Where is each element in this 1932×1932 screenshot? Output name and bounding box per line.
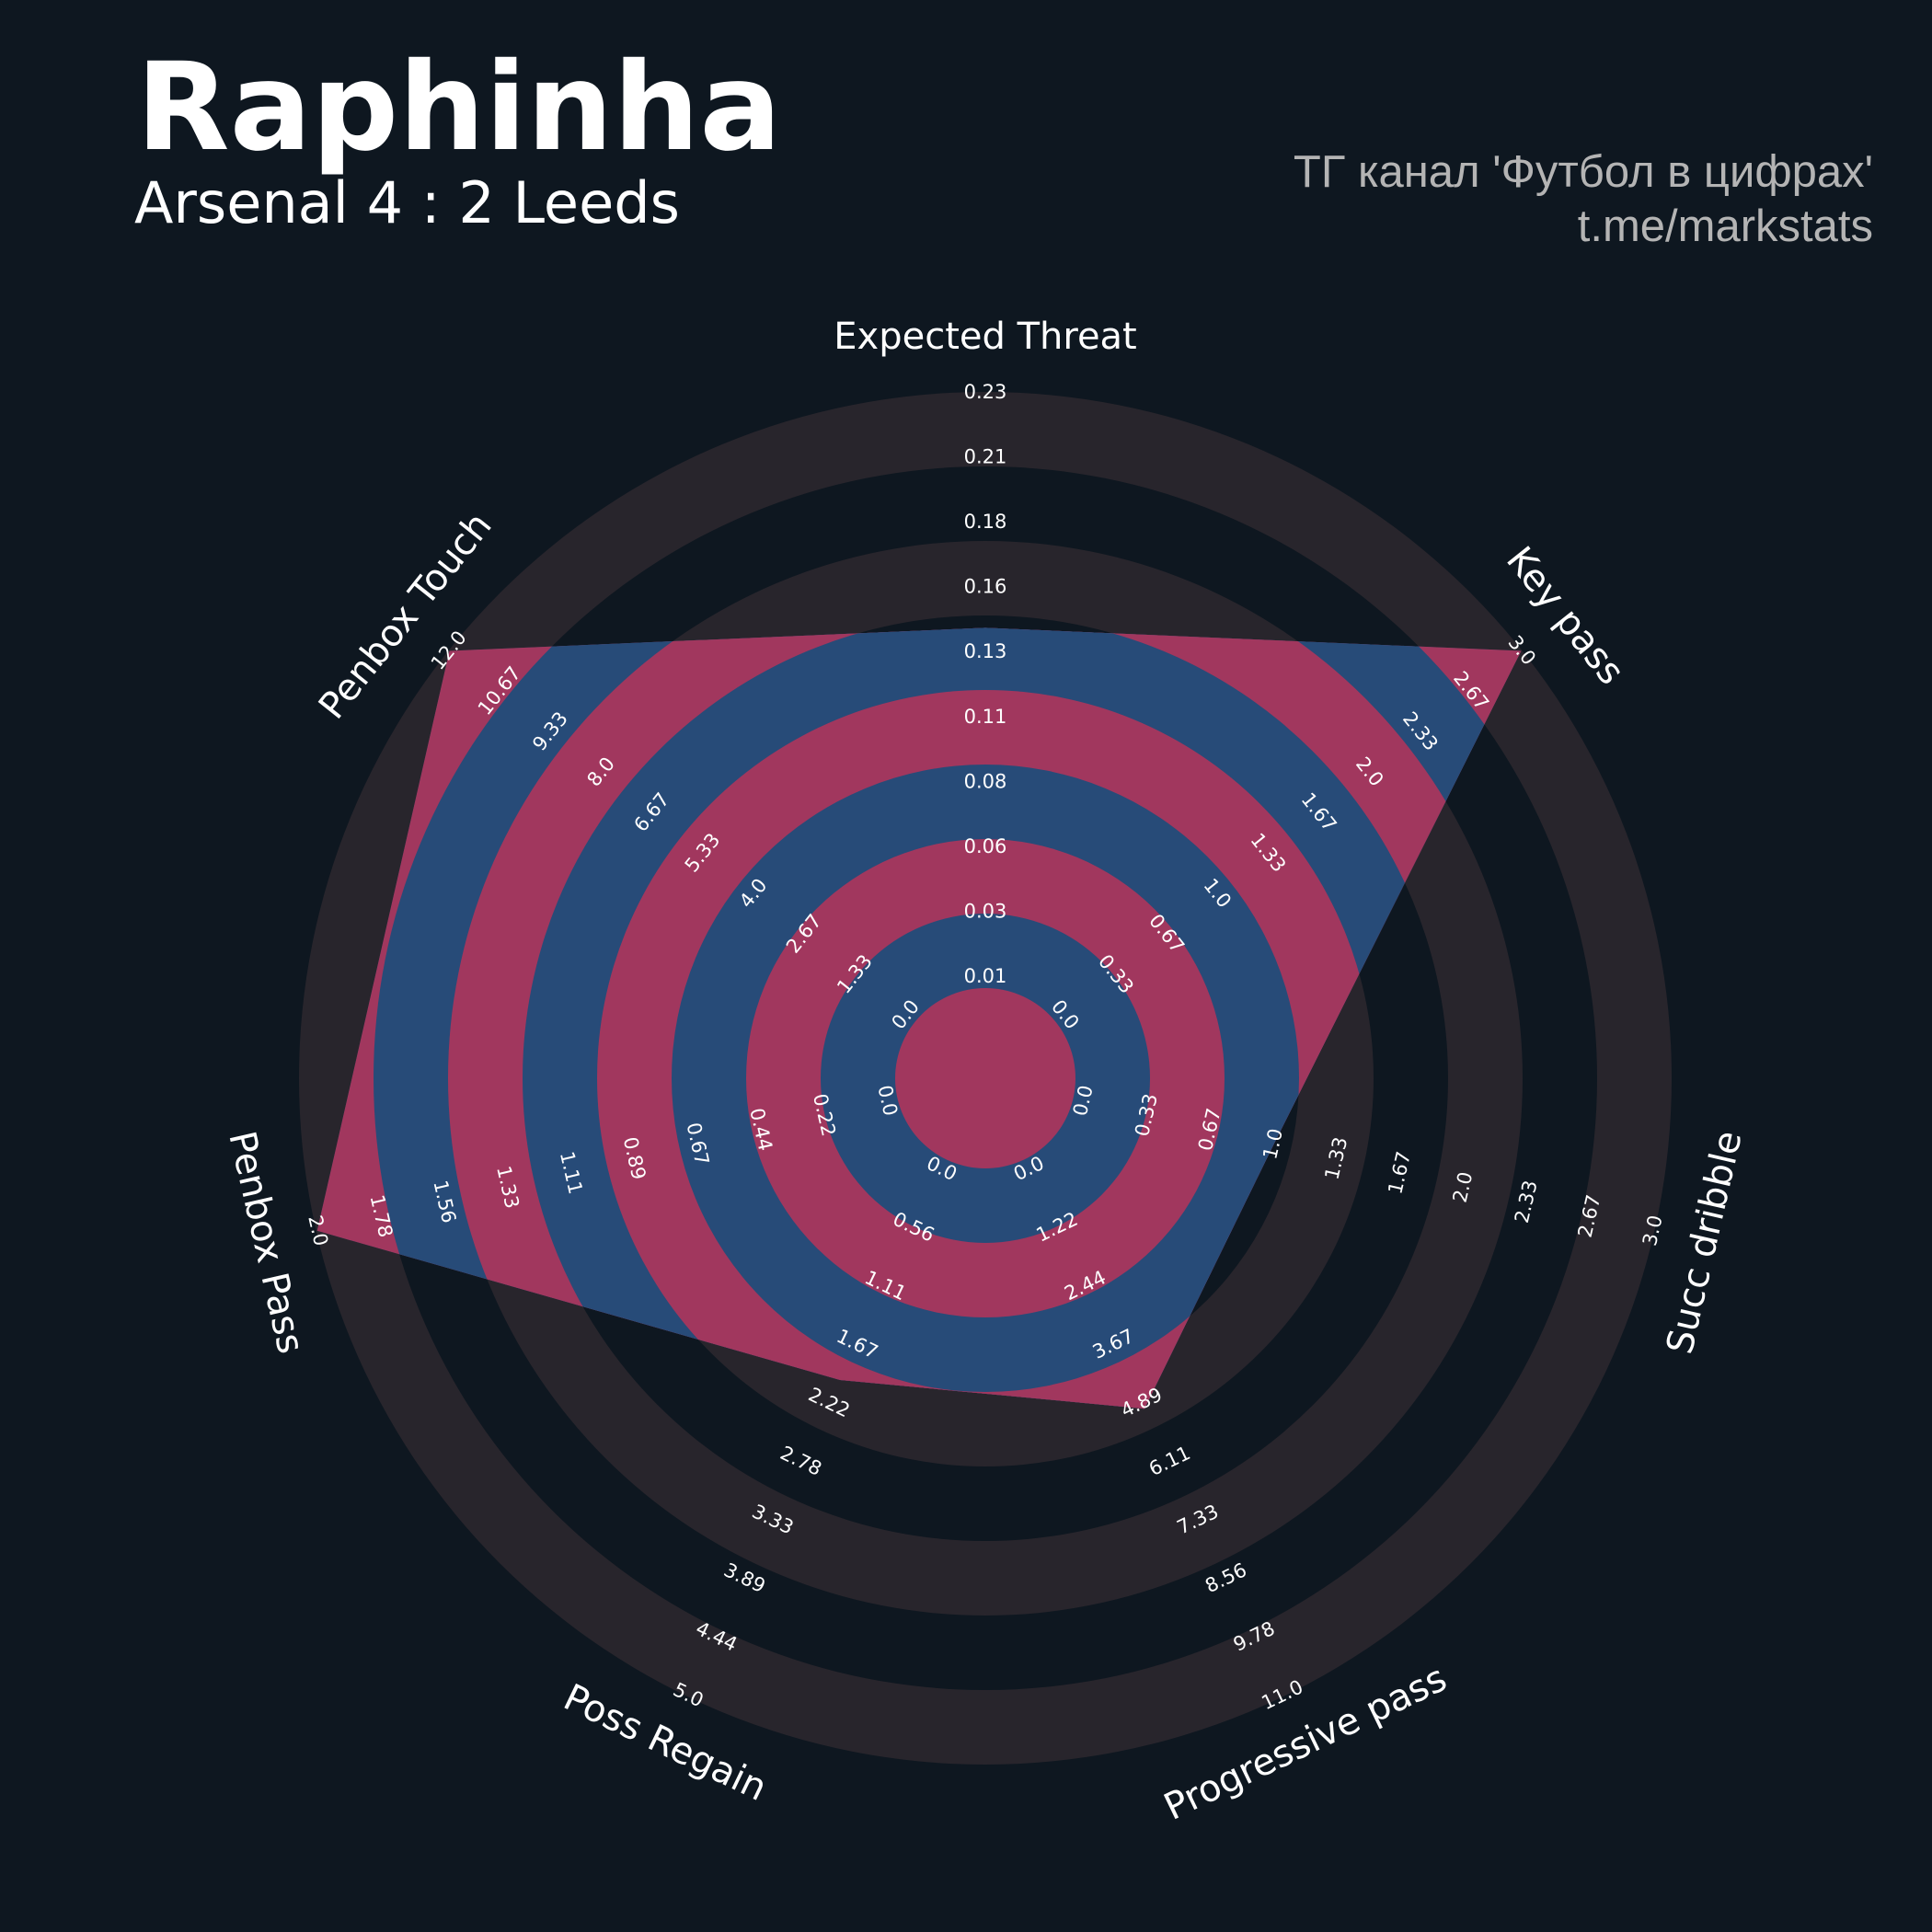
ring-overlap xyxy=(895,988,1075,1168)
tick-label: 0.13 xyxy=(964,640,1007,662)
tick-label: 0.06 xyxy=(964,835,1007,857)
tick-label: 0.03 xyxy=(964,900,1007,922)
chart-title: Raphinha xyxy=(136,37,781,178)
tick-label: 0.23 xyxy=(964,381,1007,403)
tick-label: 0.18 xyxy=(964,511,1007,533)
annotation: t.me/markstats xyxy=(1578,201,1873,251)
tick-label: 0.16 xyxy=(964,576,1007,598)
axis-label: Expected Threat xyxy=(834,316,1137,358)
annotation: ТГ канал 'Футбол в цифрах' xyxy=(1294,147,1873,197)
chart-subtitle: Arsenal 4 : 2 Leeds xyxy=(134,169,680,236)
tick-label: 0.11 xyxy=(964,706,1007,728)
tick-label: 0.01 xyxy=(964,965,1007,987)
tick-label: 0.21 xyxy=(964,446,1007,468)
tick-label: 0.08 xyxy=(964,770,1007,792)
